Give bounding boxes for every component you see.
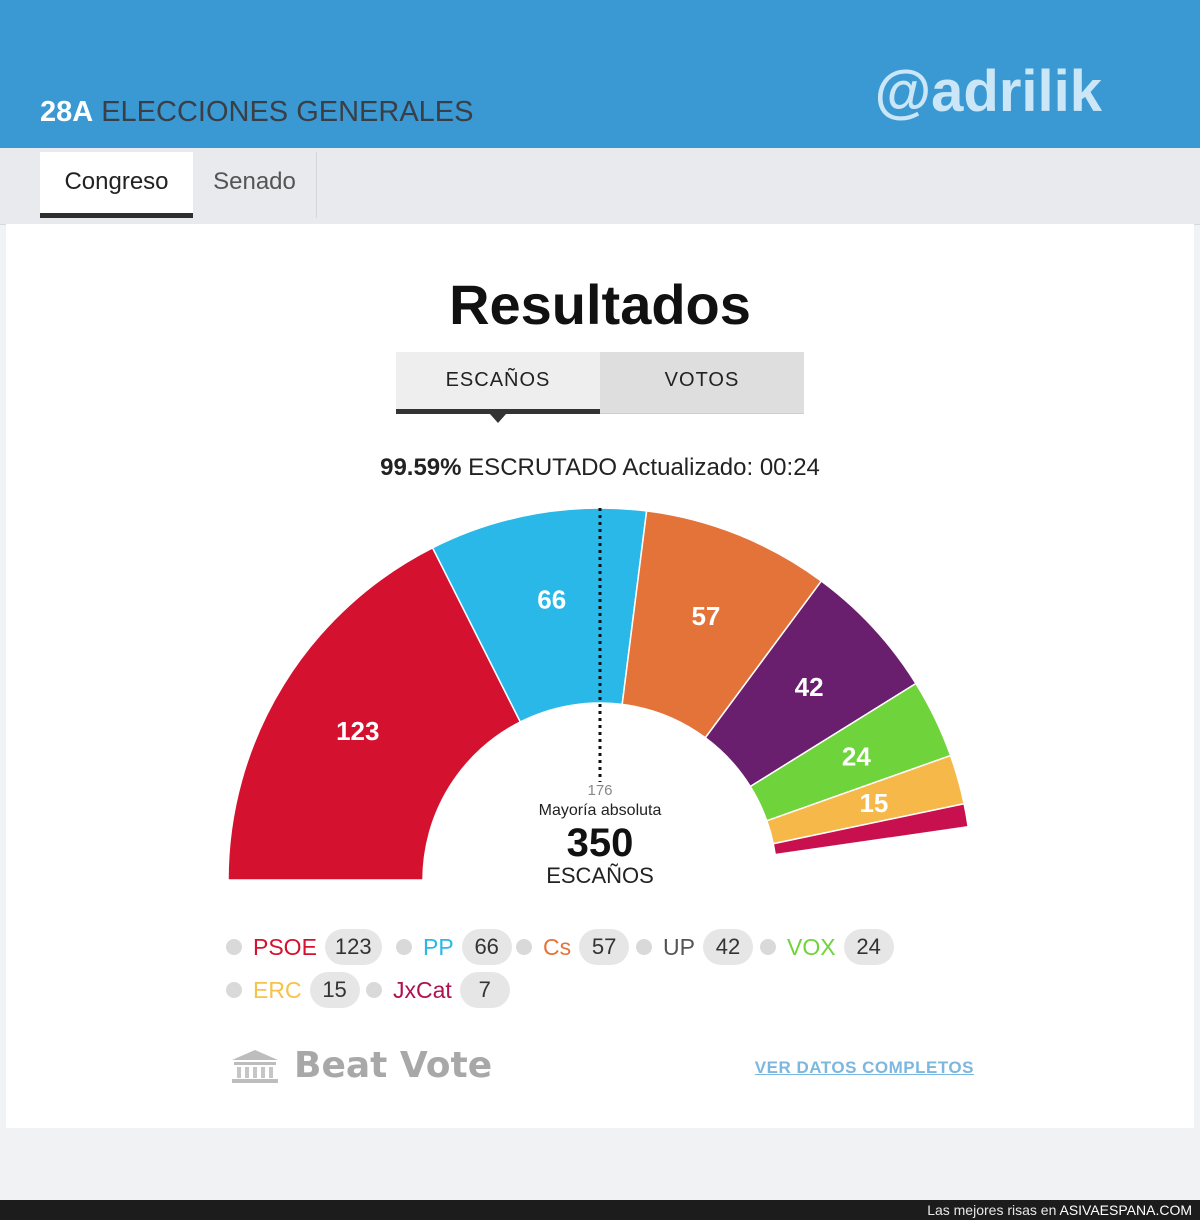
legend-party-name: PP xyxy=(423,933,454,960)
tab-senado[interactable]: Senado xyxy=(193,152,317,218)
legend-dot-icon xyxy=(396,939,412,955)
tab-congreso[interactable]: Congreso xyxy=(40,152,193,218)
legend-row: ERC 15 JxCat 7 xyxy=(226,970,986,1010)
count-status: 99.59% ESCRUTADO Actualizado: 00:24 xyxy=(0,454,1200,482)
header-bar: 28A ELECCIONES GENERALES @adrilik xyxy=(0,0,1200,148)
election-tag: 28A xyxy=(40,96,94,128)
legend-item-up[interactable]: UP 42 xyxy=(636,927,753,967)
legend-seat-count: 123 xyxy=(324,929,382,965)
legend-seat-count: 66 xyxy=(461,929,512,965)
author-handle: @adrilik xyxy=(874,59,1102,124)
legend-party-name: VOX xyxy=(787,933,836,960)
legend-seat-count: 7 xyxy=(459,972,510,1008)
beat-vote-logo: Beat Vote xyxy=(228,1040,492,1090)
count-percent: 99.59% xyxy=(380,454,462,481)
legend-item-psoe[interactable]: PSOE 123 xyxy=(226,927,382,967)
legend-item-vox[interactable]: VOX 24 xyxy=(760,927,894,967)
chamber-tabs: Congreso Senado xyxy=(0,148,1200,225)
legend-seat-count: 42 xyxy=(702,929,753,965)
legend-party-name: PSOE xyxy=(253,933,317,960)
legend-dot-icon xyxy=(226,982,242,998)
seat-label-vox: 24 xyxy=(842,742,871,772)
legend-row: PSOE 123 PP 66 Cs 57 UP 42 VOX 24 xyxy=(226,927,986,967)
active-toggle-indicator xyxy=(490,414,506,423)
total-seats-label: ESCAÑOS xyxy=(546,863,654,888)
total-seats: 350 xyxy=(567,821,634,865)
seat-label-cs: 57 xyxy=(691,601,720,631)
legend-dot-icon xyxy=(366,982,382,998)
election-title: ELECCIONES GENERALES xyxy=(101,96,474,128)
logo-text: Beat Vote xyxy=(294,1044,493,1086)
legend-seat-count: 24 xyxy=(843,929,894,965)
seat-arc-psoe xyxy=(227,546,522,881)
seat-label-erc: 15 xyxy=(859,788,888,818)
results-title: Resultados xyxy=(449,273,751,336)
watermark-site: ASIVAESPANA.COM xyxy=(1059,1202,1192,1218)
legend-dot-icon xyxy=(226,939,242,955)
legend-seat-count: 15 xyxy=(309,972,360,1008)
legend-party-name: UP xyxy=(663,933,695,960)
legend-seat-count: 57 xyxy=(579,929,630,965)
parliament-icon xyxy=(232,1050,278,1083)
legend-dot-icon xyxy=(636,939,652,955)
site-watermark: Las mejores risas en ASIVAESPANA.COM xyxy=(0,1200,1200,1220)
seat-arc-jxcat xyxy=(772,802,970,856)
majority-value: 176 xyxy=(587,782,612,799)
seat-label-psoe: 123 xyxy=(336,716,379,746)
legend-dot-icon xyxy=(516,939,532,955)
seats-toggle-button[interactable]: ESCAÑOS xyxy=(396,352,600,414)
legend-dot-icon xyxy=(760,939,776,955)
votes-toggle-button[interactable]: VOTOS xyxy=(600,352,804,414)
legend-item-cs[interactable]: Cs 57 xyxy=(516,927,630,967)
legend-party-name: ERC xyxy=(253,976,302,1003)
view-full-data-link[interactable]: VER DATOS COMPLETOS xyxy=(754,1058,974,1077)
watermark-prefix: Las mejores risas en xyxy=(927,1202,1057,1218)
count-status-text: ESCRUTADO Actualizado: 00:24 xyxy=(468,454,820,481)
legend-party-name: JxCat xyxy=(393,976,452,1003)
legend-item-pp[interactable]: PP 66 xyxy=(396,927,512,967)
legend-party-name: Cs xyxy=(543,933,572,960)
legend-item-erc[interactable]: ERC 15 xyxy=(226,970,360,1010)
legend-item-jxcat[interactable]: JxCat 7 xyxy=(366,970,510,1010)
header-title: 28A ELECCIONES GENERALES xyxy=(40,96,474,129)
seat-label-up: 42 xyxy=(795,672,824,702)
seat-label-pp: 66 xyxy=(537,585,566,615)
majority-label: Mayoría absoluta xyxy=(539,802,662,819)
